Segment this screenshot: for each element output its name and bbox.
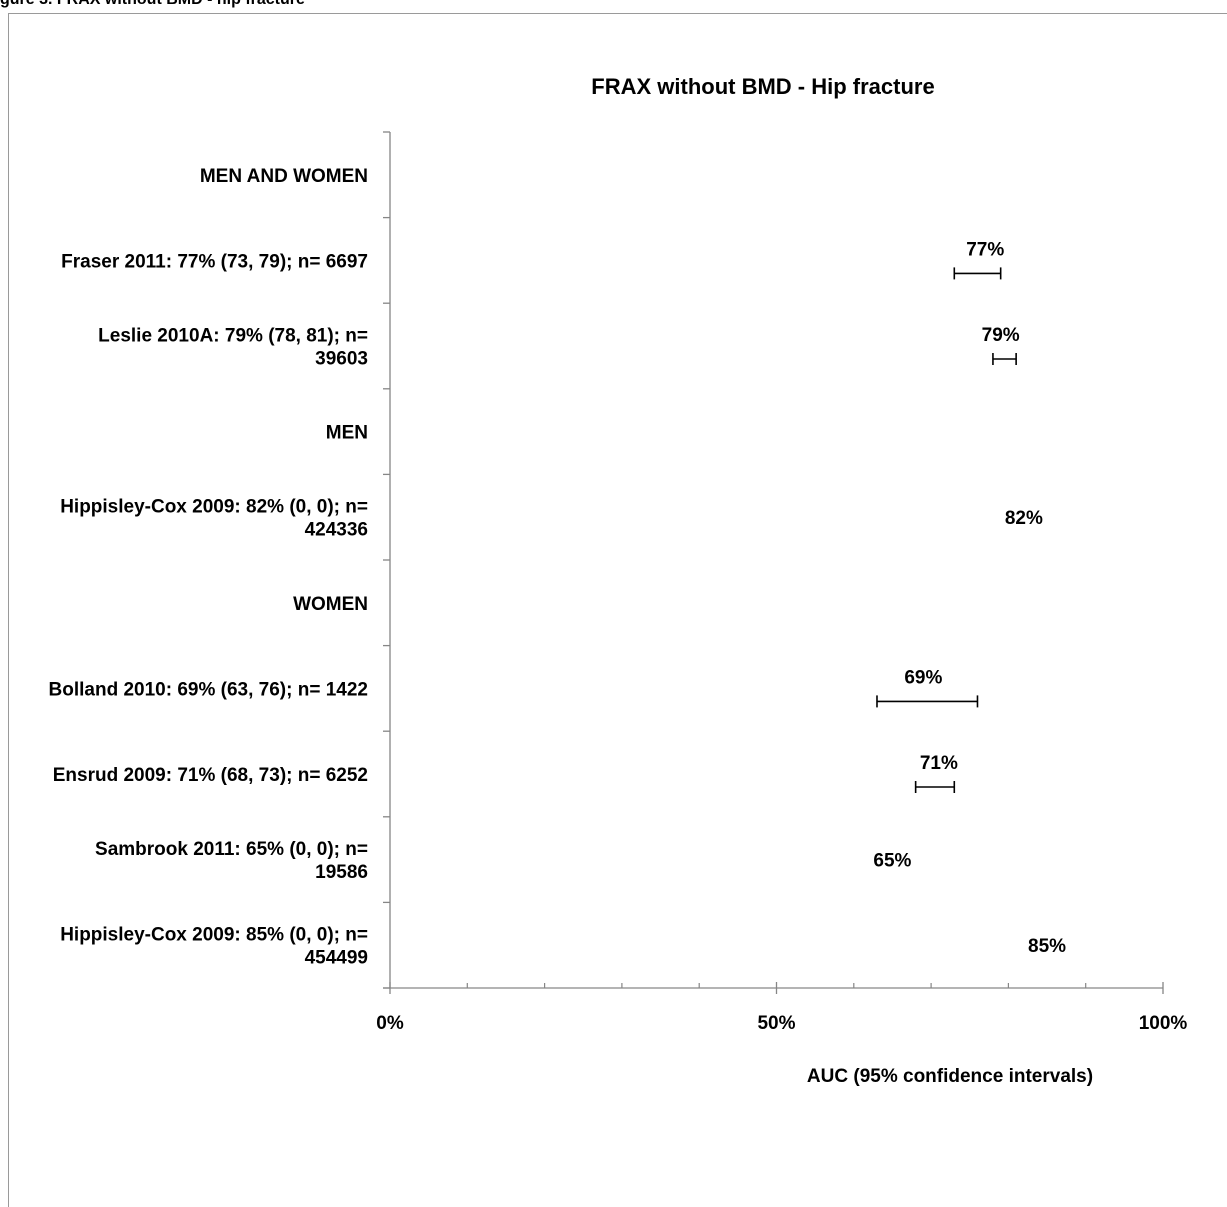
estimate-label: 65% xyxy=(873,851,911,872)
study-label: Ensrud 2009: 71% (68, 73); n= 6252 xyxy=(53,765,368,786)
chart-frame-left-border xyxy=(8,13,9,1207)
estimate-label: 69% xyxy=(904,667,942,688)
x-tick-label: 50% xyxy=(757,1013,795,1034)
study-label: 424336 xyxy=(305,520,368,541)
estimate-label: 71% xyxy=(920,753,958,774)
x-axis-label: AUC (95% confidence intervals) xyxy=(807,1066,1093,1087)
x-tick-label: 100% xyxy=(1139,1013,1188,1034)
study-label: 19586 xyxy=(315,862,368,883)
study-label: Leslie 2010A: 79% (78, 81); n= xyxy=(98,326,368,347)
row-labels: MEN AND WOMEN Fraser 2011: 77% (73, 79); … xyxy=(49,166,368,969)
chart-frame-top-border xyxy=(8,13,1227,14)
study-label: 454499 xyxy=(305,948,368,969)
data-marks: 77% 79% 82% 69% 71% 65% 85% xyxy=(873,239,1066,957)
study-label: Hippisley-Cox 2009: 82% (0, 0); n= xyxy=(60,497,368,518)
study-label: Bolland 2010: 69% (63, 76); n= 1422 xyxy=(49,679,368,700)
estimate-label: 85% xyxy=(1028,936,1066,957)
group-label: MEN AND WOMEN xyxy=(200,166,368,187)
axes: 0% 50% 100% xyxy=(376,131,1188,1034)
group-label: MEN xyxy=(326,423,368,444)
estimate-label: 79% xyxy=(982,325,1020,346)
group-label: WOMEN xyxy=(293,594,368,615)
page-header: gure 3. FRAX without BMD - hip fracture xyxy=(0,0,305,9)
chart-title: FRAX without BMD - Hip fracture xyxy=(591,74,934,99)
study-label: Sambrook 2011: 65% (0, 0); n= xyxy=(95,839,368,860)
x-tick-label: 0% xyxy=(376,1013,404,1034)
study-label: Fraser 2011: 77% (73, 79); n= 6697 xyxy=(61,251,368,272)
study-label: Hippisley-Cox 2009: 85% (0, 0); n= xyxy=(60,925,368,946)
estimate-label: 82% xyxy=(1005,508,1043,529)
study-label: 39603 xyxy=(315,349,368,370)
estimate-label: 77% xyxy=(966,239,1004,260)
